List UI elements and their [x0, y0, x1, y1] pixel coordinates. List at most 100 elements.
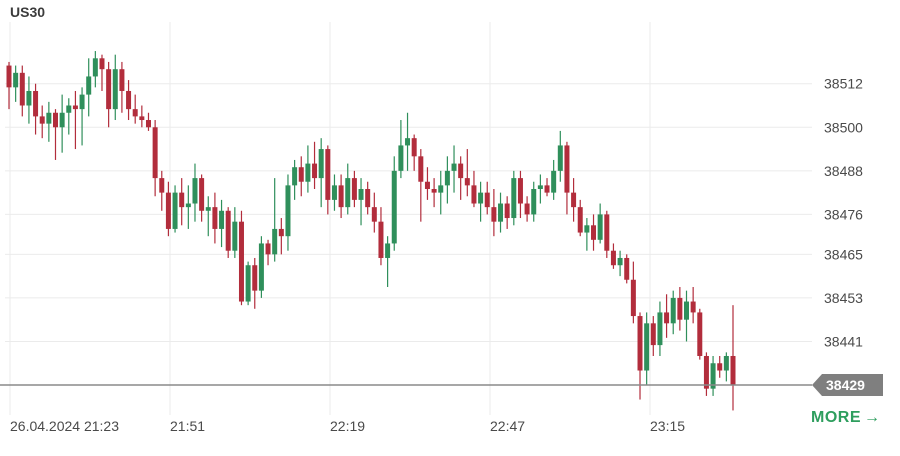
candle	[39, 105, 45, 139]
candle-body	[318, 149, 324, 179]
candle	[405, 112, 411, 171]
candle-body	[371, 207, 377, 222]
candle	[192, 163, 198, 222]
candle	[557, 130, 563, 182]
candle	[717, 355, 723, 378]
candle	[564, 141, 570, 215]
candle-body	[690, 301, 696, 313]
y-tick-label: 38465	[824, 246, 863, 262]
candle	[358, 178, 364, 226]
candle-body	[444, 170, 450, 186]
y-tick-label: 38453	[824, 290, 863, 306]
candle	[285, 174, 291, 251]
candle-layer	[6, 51, 736, 411]
candle-body	[504, 203, 510, 219]
candle	[371, 192, 377, 233]
candle	[86, 58, 92, 117]
candle-body	[66, 105, 72, 113]
candle	[265, 239, 271, 266]
candle	[52, 109, 58, 160]
candle	[318, 138, 324, 208]
candle	[398, 120, 404, 179]
candle	[331, 174, 337, 211]
candle	[232, 207, 238, 258]
candle	[79, 87, 85, 146]
candle	[258, 236, 264, 298]
candle-body	[398, 145, 404, 171]
candle-body	[517, 178, 523, 204]
candle	[219, 199, 225, 248]
candle	[132, 94, 138, 124]
candle	[46, 101, 52, 142]
candle-body	[205, 207, 211, 211]
candle-body	[345, 178, 351, 208]
candle	[99, 54, 105, 91]
candle	[664, 294, 670, 338]
candle-body	[112, 69, 118, 110]
x-tick-label: 26.04.2024 21:23	[10, 418, 119, 434]
candle	[670, 290, 676, 335]
arrow-right-icon: →	[864, 409, 881, 426]
candle-body	[597, 214, 603, 240]
candle-body	[13, 72, 19, 88]
candle-body	[365, 188, 371, 208]
candle-body	[617, 257, 623, 266]
candle-body	[424, 181, 430, 189]
y-tick-label: 38441	[824, 333, 863, 349]
candle-body	[650, 323, 656, 346]
candle-body	[338, 185, 344, 208]
candle-body	[484, 192, 490, 208]
candle-body	[637, 316, 643, 371]
candle-body	[610, 250, 616, 266]
candle	[484, 181, 490, 215]
candle-body	[139, 116, 145, 121]
candle	[577, 199, 583, 237]
candle	[517, 170, 523, 219]
candle	[650, 316, 656, 356]
candle-body	[577, 207, 583, 233]
candle	[630, 261, 636, 324]
candle-body	[471, 185, 477, 204]
candle-body	[152, 127, 158, 179]
candle-body	[657, 312, 663, 346]
more-label: MORE	[811, 409, 861, 426]
candle-body	[325, 149, 331, 200]
candle	[438, 170, 444, 215]
candle	[424, 167, 430, 200]
candle-body	[252, 265, 258, 291]
candle	[139, 105, 145, 128]
x-tick-label: 22:47	[490, 418, 525, 434]
grid-layer	[5, 22, 812, 415]
candle-body	[19, 72, 25, 106]
candle-body	[245, 265, 251, 302]
last-price-marker: 38429	[0, 374, 883, 397]
candle	[710, 355, 716, 396]
candle	[145, 112, 151, 131]
candle	[677, 287, 683, 331]
candle	[325, 145, 331, 215]
candle-body	[72, 105, 78, 110]
candle	[225, 207, 231, 258]
candle	[126, 80, 132, 121]
candle	[478, 181, 484, 222]
candle-body	[179, 192, 185, 208]
candle	[690, 287, 696, 324]
candle-body	[312, 163, 318, 179]
candle	[33, 83, 39, 135]
candle	[172, 185, 178, 233]
candle-body	[703, 355, 709, 389]
x-tick-label: 21:51	[170, 418, 205, 434]
candle	[119, 61, 125, 113]
candle-body	[285, 185, 291, 237]
candle-body	[199, 178, 205, 211]
candle-body	[265, 243, 271, 255]
candle	[571, 178, 577, 222]
candle-body	[684, 301, 690, 320]
candle-body	[591, 225, 597, 240]
y-tick-label: 38512	[824, 76, 863, 92]
candle	[159, 170, 165, 211]
candle-body	[305, 163, 311, 182]
candle	[544, 178, 550, 197]
more-link[interactable]: MORE →	[811, 409, 881, 427]
candle	[730, 305, 736, 411]
